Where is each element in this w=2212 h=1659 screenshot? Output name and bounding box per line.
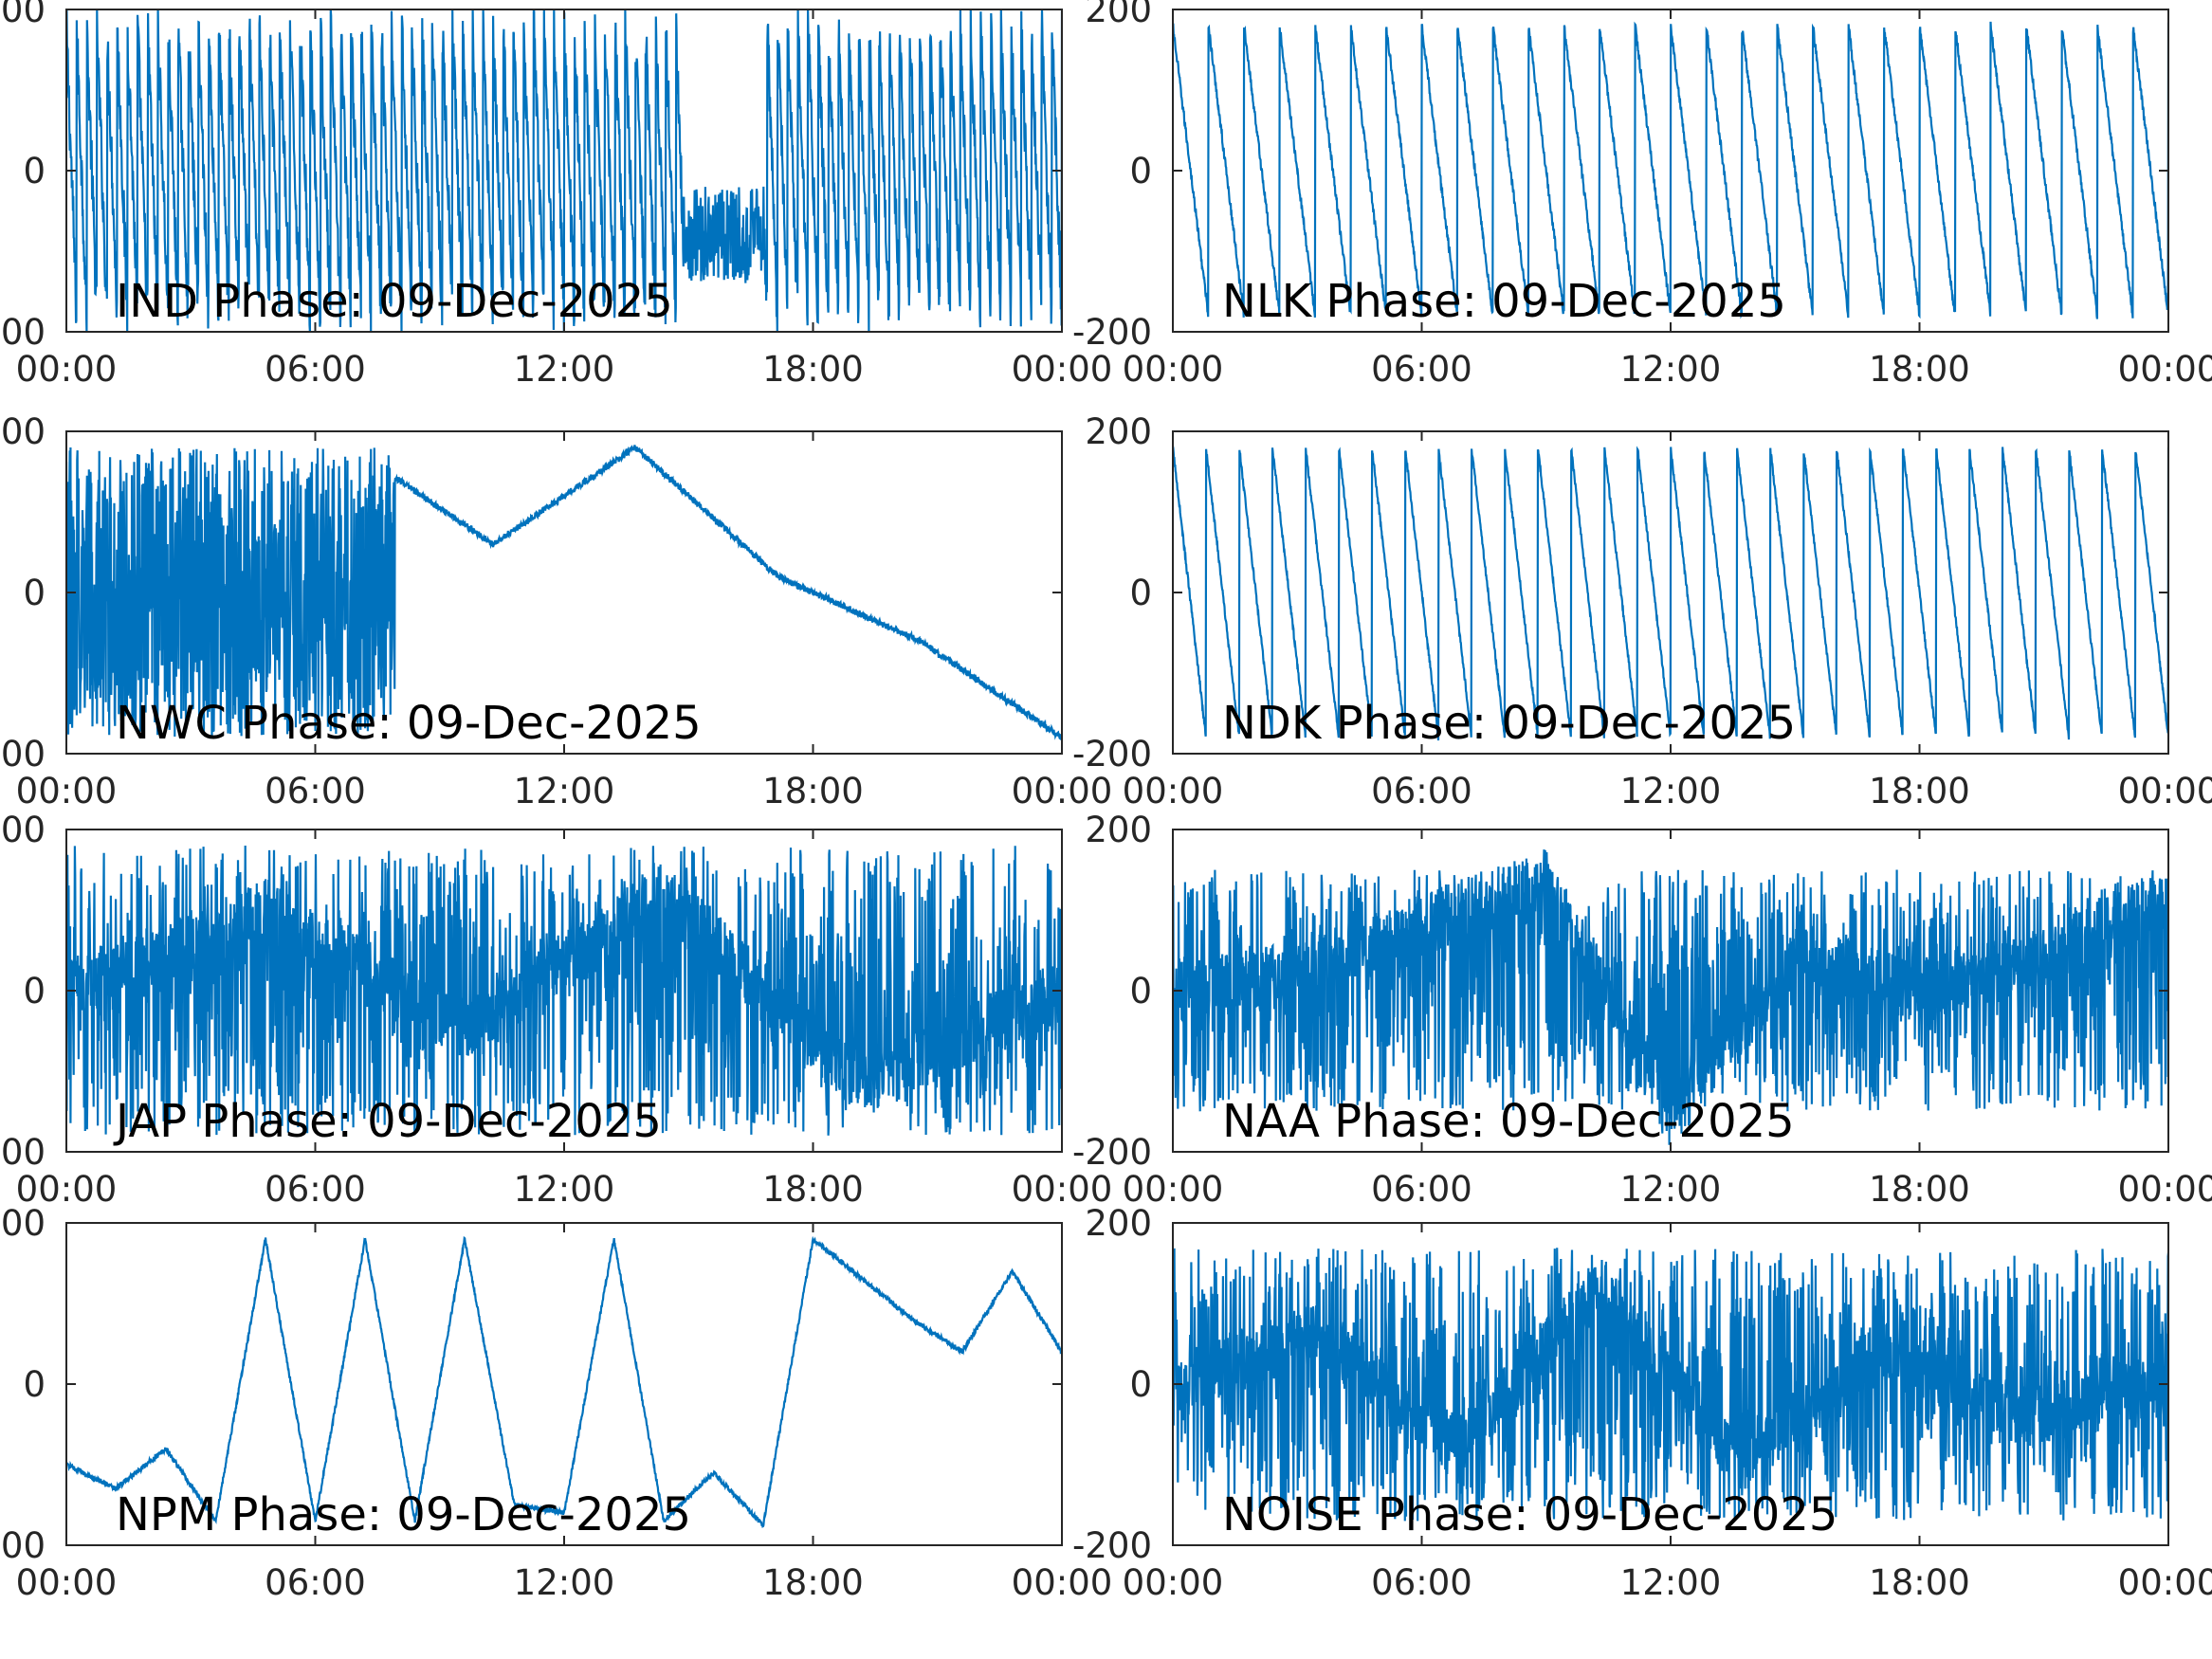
panel-ndk: 00:00 06:00 12:00 18:00 00:00 200 0 -200 NDK Pha… <box>1072 411 2212 811</box>
x-tick-label: 06:00 <box>265 1169 366 1210</box>
x-tick-label: 00:00 <box>1012 771 1113 811</box>
phase-series-line <box>66 845 1062 1136</box>
x-tick-label: 12:00 <box>514 1169 615 1210</box>
y-tick-label: 200 <box>1085 810 1152 850</box>
panel-title: NWC Phase: 09-Dec-2025 <box>116 697 702 750</box>
x-tick-label: 18:00 <box>762 771 864 811</box>
y-tick-label: -200 <box>1072 312 1152 353</box>
x-tick-label: 00:00 <box>2118 1562 2212 1603</box>
x-tick-label: 12:00 <box>1620 1562 1722 1603</box>
x-tick-label: 12:00 <box>514 349 615 390</box>
y-tick-label: 0 <box>1129 1364 1152 1405</box>
x-tick-label: 06:00 <box>1371 1169 1472 1210</box>
phase-series-line <box>66 9 1062 332</box>
panel-title: IND Phase: 09-Dec-2025 <box>116 275 673 328</box>
panel-title: NLK Phase: 09-Dec-2025 <box>1222 275 1786 328</box>
phase-series-line <box>1173 1248 2168 1522</box>
phase-series-line <box>1173 21 2168 319</box>
y-tick-label: 0 <box>1129 573 1152 613</box>
y-tick-label: -200 <box>1072 1525 1152 1566</box>
y-tick-label: 0 <box>23 1364 46 1405</box>
x-tick-label: 00:00 <box>1123 771 1224 811</box>
phase-series-line <box>1173 446 2168 741</box>
y-tick-label: 200 <box>1085 411 1152 452</box>
y-tick-label: 0 <box>1129 151 1152 191</box>
panel-naa: 00:00 06:00 12:00 18:00 00:00 200 0 -200 NAA Pha… <box>1072 810 2212 1210</box>
y-tick-label: 200 <box>1085 0 1152 30</box>
x-tick-label: 12:00 <box>1620 1169 1722 1210</box>
panel-title: NAA Phase: 09-Dec-2025 <box>1222 1095 1795 1148</box>
x-tick-label: 18:00 <box>1869 1562 1970 1603</box>
y-tick-label: 0 <box>1129 971 1152 1012</box>
y-tick-label: -200 <box>0 312 46 353</box>
panel-title: NDK Phase: 09-Dec-2025 <box>1222 697 1796 750</box>
x-tick-label: 00:00 <box>2118 1169 2212 1210</box>
x-tick-label: 00:00 <box>1012 1562 1113 1603</box>
y-tick-label: -200 <box>1072 734 1152 775</box>
x-tick-label: 06:00 <box>1371 349 1472 390</box>
y-tick-label: 0 <box>23 151 46 191</box>
x-tick-label: 06:00 <box>265 1562 366 1603</box>
x-tick-label: 18:00 <box>1869 1169 1970 1210</box>
y-tick-label: 200 <box>0 810 46 850</box>
x-tick-label: 06:00 <box>265 349 366 390</box>
panel-npm: 00:00 06:00 12:00 18:00 00:00 200 0 -200 NPM Pha… <box>0 1203 1112 1603</box>
y-tick-label: 200 <box>0 411 46 452</box>
y-tick-label: -200 <box>0 1525 46 1566</box>
y-tick-label: 200 <box>0 0 46 30</box>
x-tick-label: 12:00 <box>1620 349 1722 390</box>
x-tick-label: 00:00 <box>1123 349 1224 390</box>
panel-jap: 00:00 06:00 12:00 18:00 00:00 200 0 -200 JAP Pha… <box>0 810 1112 1210</box>
panel-noise: 00:00 06:00 12:00 18:00 00:00 200 0 -200 NOISE P… <box>1072 1203 2212 1603</box>
y-tick-label: 200 <box>0 1203 46 1244</box>
x-tick-label: 00:00 <box>2118 771 2212 811</box>
x-tick-label: 00:00 <box>16 1562 118 1603</box>
x-tick-label: 06:00 <box>1371 1562 1472 1603</box>
x-tick-label: 00:00 <box>1012 349 1113 390</box>
x-tick-label: 00:00 <box>1123 1169 1224 1210</box>
y-tick-label: -200 <box>0 734 46 775</box>
phase-series-line <box>66 1235 1062 1528</box>
x-tick-label: 18:00 <box>1869 771 1970 811</box>
x-tick-label: 18:00 <box>762 1562 864 1603</box>
x-tick-label: 12:00 <box>514 1562 615 1603</box>
phase-series-line <box>66 445 1062 740</box>
x-tick-label: 18:00 <box>762 349 864 390</box>
x-tick-label: 00:00 <box>1123 1562 1224 1603</box>
x-tick-label: 18:00 <box>1869 349 1970 390</box>
panel-nlk: 00:00 06:00 12:00 18:00 00:00 200 0 -200 NLK Pha… <box>1072 0 2212 390</box>
panel-title: NPM Phase: 09-Dec-2025 <box>116 1488 691 1541</box>
y-tick-label: -200 <box>0 1132 46 1173</box>
phase-series-line <box>1173 849 2168 1145</box>
x-tick-label: 12:00 <box>1620 771 1722 811</box>
x-tick-label: 06:00 <box>1371 771 1472 811</box>
y-tick-label: -200 <box>1072 1132 1152 1173</box>
x-tick-label: 00:00 <box>16 771 118 811</box>
panel-title: NOISE Phase: 09-Dec-2025 <box>1222 1488 1837 1541</box>
x-tick-label: 00:00 <box>16 1169 118 1210</box>
panel-title: JAP Phase: 09-Dec-2025 <box>113 1095 662 1148</box>
y-tick-label: 200 <box>1085 1203 1152 1244</box>
x-tick-label: 12:00 <box>514 771 615 811</box>
x-tick-label: 06:00 <box>265 771 366 811</box>
panel-ind: 00:00 06:00 12:00 18:00 00:00 200 0 -200 IND Pha… <box>0 0 1112 390</box>
x-tick-label: 00:00 <box>16 349 118 390</box>
x-tick-label: 18:00 <box>762 1169 864 1210</box>
x-tick-label: 00:00 <box>1012 1169 1113 1210</box>
x-tick-label: 00:00 <box>2118 349 2212 390</box>
y-tick-label: 0 <box>23 573 46 613</box>
y-tick-label: 0 <box>23 971 46 1012</box>
panel-nwc: 00:00 06:00 12:00 18:00 00:00 200 0 -200 NWC Pha… <box>0 411 1112 811</box>
